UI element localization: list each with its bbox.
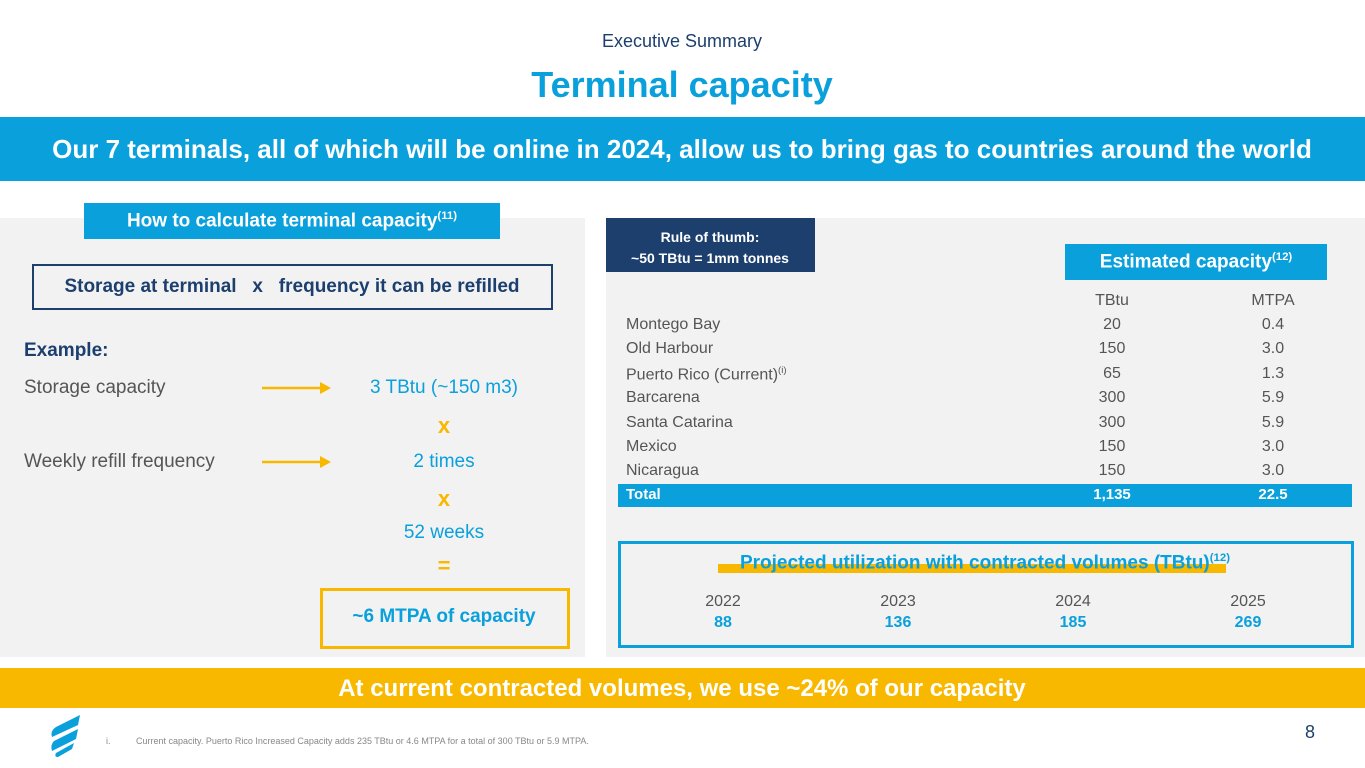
slide-title: Terminal capacity	[531, 64, 833, 105]
rule-line: Rule of thumb:	[660, 229, 760, 245]
mtpa-value: 3.0	[1261, 340, 1285, 358]
tbtu-value: 150	[1098, 462, 1126, 480]
left-panel	[0, 218, 585, 657]
row-name: Nicaragua	[626, 462, 699, 480]
arrow-group	[262, 382, 331, 468]
utilization-value: 269	[1234, 614, 1262, 631]
row-name: Mexico	[626, 438, 677, 456]
refill-value: 2 times	[413, 451, 475, 472]
result: ~6 MTPA of capacity	[352, 606, 536, 627]
mtpa-value: 1.3	[1261, 364, 1285, 382]
rule-line: ~50 TBtu = 1mm tonnes	[631, 250, 789, 266]
row-name: Barcarena	[626, 389, 700, 407]
calc-heading-box	[84, 203, 500, 239]
capacity-heading-text: Estimated capacity	[1099, 251, 1272, 273]
mtpa-value: 5.9	[1261, 389, 1285, 407]
utilization-heading-note: (12)	[1209, 552, 1231, 564]
row-name-text: Mexico	[626, 438, 677, 455]
example-label: Example:	[24, 340, 109, 361]
formula: Storage at terminal x frequency it can b…	[64, 276, 520, 297]
capacity-heading-note: (12)	[1271, 251, 1293, 263]
storage-label: Storage capacity	[24, 377, 166, 398]
banner-text: Our 7 terminals, all of which will be on…	[52, 134, 1312, 164]
conclusion: At current contracted volumes, we use ~2…	[338, 675, 1026, 702]
utilization-value: 136	[884, 614, 912, 631]
banner	[0, 117, 1365, 181]
row-name-text: Old Harbour	[626, 340, 714, 358]
utilization-value: 185	[1059, 614, 1087, 631]
row-name-text: Puerto Rico (Current)	[626, 366, 779, 384]
result-box	[320, 588, 570, 649]
storage-value: 3 TBtu (~150 m3)	[369, 377, 519, 398]
column-header: MTPA	[1251, 292, 1295, 309]
year: 2025	[1230, 593, 1266, 610]
equals-sign: =	[437, 553, 451, 578]
tbtu-value: 20	[1103, 316, 1121, 333]
year: 2022	[705, 593, 741, 610]
utilization-heading: Projected utilization with contracted vo…	[740, 552, 1230, 574]
mtpa-value: 22.5	[1258, 486, 1288, 503]
footnote: Current capacity. Puerto Rico Increased …	[136, 736, 589, 746]
mtpa-value: 0.4	[1261, 316, 1285, 333]
utilization-heading-text: Projected utilization with contracted vo…	[739, 552, 1210, 574]
year: 2024	[1055, 593, 1091, 610]
logo-shape	[51, 715, 80, 757]
right-panel	[606, 218, 1365, 657]
row-name: Santa Catarina	[626, 414, 733, 432]
tbtu-value: 300	[1098, 389, 1126, 407]
rule-box	[606, 218, 815, 272]
page-number: 8	[1305, 722, 1316, 742]
utilization-box	[618, 541, 1354, 648]
arrow-head	[320, 456, 331, 468]
tbtu-value: 1,135	[1093, 486, 1131, 503]
row-note: (i)	[778, 364, 787, 376]
tbtu-value: 300	[1098, 413, 1126, 431]
capacity-heading-box	[1065, 244, 1327, 280]
column-header: TBtu	[1095, 292, 1129, 309]
capacity-heading: Estimated capacity(12)	[1100, 251, 1292, 273]
tbtu-value: 150	[1098, 438, 1126, 455]
calc-heading: How to calculate terminal capacity(11)	[127, 210, 457, 232]
row-name: Puerto Rico (Current)(i)	[626, 365, 787, 384]
row-name-text: Total	[626, 486, 661, 503]
row-name-text: Montego Bay	[626, 316, 721, 333]
row-name: Total	[626, 486, 661, 503]
refill-label: Weekly refill frequency	[24, 451, 215, 472]
total-row-bg	[618, 484, 1352, 507]
section-label: Executive Summary	[601, 31, 763, 51]
mtpa-value: 3.0	[1261, 462, 1285, 480]
tbtu-value: 150	[1098, 340, 1126, 358]
conclusion-bar	[0, 668, 1365, 708]
weeks: 52 weeks	[403, 522, 485, 543]
calc-heading-text: How to calculate terminal capacity	[126, 210, 438, 232]
logo	[51, 715, 80, 757]
arrow-head	[320, 382, 331, 394]
calc-heading-note: (11)	[437, 210, 458, 222]
utilization-value: 88	[714, 614, 732, 631]
row-name: Montego Bay	[626, 316, 720, 334]
times-sign: x	[437, 486, 451, 511]
highlight	[718, 564, 1226, 573]
times-sign: x	[437, 413, 451, 438]
formula-box	[32, 264, 553, 310]
year: 2023	[880, 593, 916, 610]
row-name-text: Santa Catarina	[626, 413, 733, 431]
tbtu-value: 65	[1103, 364, 1121, 382]
mtpa-value: 3.0	[1261, 438, 1285, 455]
arrows	[262, 382, 331, 468]
mtpa-value: 5.9	[1261, 413, 1285, 431]
row-name-text: Barcarena	[626, 389, 700, 407]
footnote-marker: i.	[106, 736, 111, 746]
row-name: Old Harbour	[626, 340, 713, 358]
row-name-text: Nicaragua	[626, 462, 699, 480]
